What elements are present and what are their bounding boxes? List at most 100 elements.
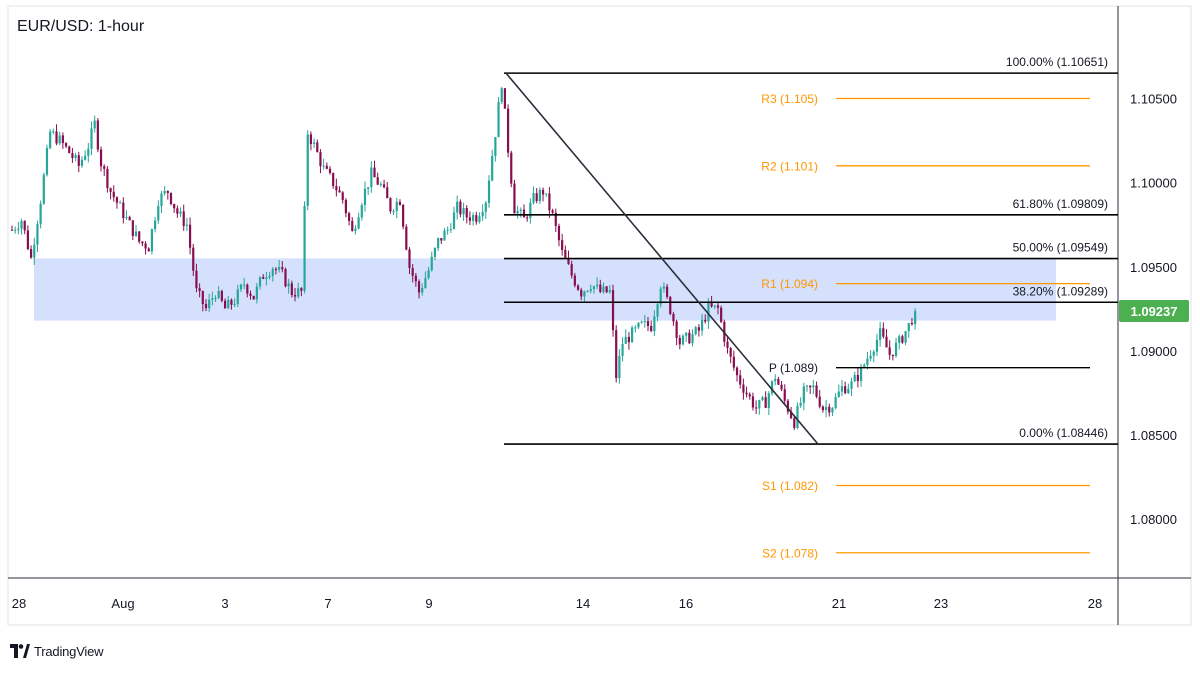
candle-body xyxy=(462,208,465,215)
candle-body xyxy=(87,148,90,156)
chart-title: EUR/USD: 1-hour xyxy=(17,18,145,35)
fib-level-label: 50.00% (1.09549) xyxy=(1013,241,1108,255)
candle-body xyxy=(538,189,541,202)
candle-body xyxy=(322,165,325,167)
pivot-level-label: P (1.089) xyxy=(769,361,818,375)
candle-body xyxy=(33,244,36,258)
candle-body xyxy=(90,128,93,149)
candle-body xyxy=(411,267,414,276)
candle-body xyxy=(227,299,230,309)
candle-body xyxy=(271,268,274,276)
candle-body xyxy=(169,192,173,204)
candle-body xyxy=(230,299,233,305)
candle-body xyxy=(42,174,45,204)
candle-body xyxy=(618,355,621,379)
candle-body xyxy=(475,215,478,222)
candle-body xyxy=(583,291,586,297)
downtrend-line xyxy=(505,72,819,445)
candle-body xyxy=(580,289,583,297)
candle-body xyxy=(914,311,917,325)
candle-body xyxy=(287,283,290,287)
candle-body xyxy=(704,319,707,322)
candle-body xyxy=(351,220,354,231)
candle-body xyxy=(125,216,128,219)
candle-body xyxy=(812,385,815,388)
candle-body xyxy=(707,303,710,322)
candle-body xyxy=(910,323,914,325)
candle-body xyxy=(252,295,255,300)
candle-body xyxy=(417,281,421,293)
candle-body xyxy=(494,137,497,157)
pivot-level-label: S1 (1.082) xyxy=(762,479,818,493)
candle-body xyxy=(519,209,522,211)
candle-body xyxy=(755,407,758,409)
candle-body xyxy=(665,286,669,297)
candle-body xyxy=(904,331,907,343)
candle-body xyxy=(821,406,824,411)
candle-body xyxy=(481,211,484,217)
candle-body xyxy=(319,152,322,167)
candle-body xyxy=(576,285,580,290)
candle-body xyxy=(783,389,786,401)
candle-body xyxy=(93,120,96,129)
candle-body xyxy=(128,216,131,221)
candle-body xyxy=(408,249,411,268)
time-tick-label: 28 xyxy=(1088,596,1102,611)
candle-body xyxy=(300,288,303,291)
candle-body xyxy=(637,322,640,328)
candle-body xyxy=(589,289,592,291)
candle-body xyxy=(29,249,33,258)
candle-body xyxy=(774,378,777,382)
candle-body xyxy=(332,172,335,187)
candle-body xyxy=(818,396,821,407)
candle-body xyxy=(258,277,262,287)
candle-body xyxy=(109,188,112,192)
candle-body xyxy=(764,397,767,408)
levels-layer: 100.00% (1.10651) 61.80% (1.09809) 50.00% … xyxy=(504,55,1118,560)
candle-body xyxy=(745,392,748,395)
candle-body xyxy=(112,191,115,198)
candle-body xyxy=(147,248,150,252)
candle-body xyxy=(796,405,799,428)
supply-zone xyxy=(34,258,1056,321)
candle-body xyxy=(10,229,14,231)
candle-body xyxy=(605,286,608,293)
candle-body xyxy=(726,341,729,349)
candle-body xyxy=(119,202,122,204)
tradingview-brand[interactable]: TradingView xyxy=(10,641,104,661)
candle-body xyxy=(596,284,599,287)
candle-body xyxy=(195,270,198,289)
candle-body xyxy=(55,131,58,144)
candle-body xyxy=(621,343,624,356)
candle-body xyxy=(497,101,500,138)
candle-body xyxy=(720,307,723,322)
candle-body xyxy=(799,402,802,406)
candle-body xyxy=(732,356,735,368)
candle-body xyxy=(659,288,662,305)
candle-body xyxy=(328,168,332,173)
candle-body xyxy=(837,391,840,398)
candle-body xyxy=(662,286,665,289)
candle-body xyxy=(316,142,319,153)
candle-body xyxy=(243,284,246,286)
candle-body xyxy=(685,332,688,336)
candle-body xyxy=(338,190,341,193)
candle-body xyxy=(39,203,42,225)
candle-body xyxy=(176,208,179,214)
candle-body xyxy=(138,231,141,242)
chart-frame xyxy=(7,5,1192,626)
candle-body xyxy=(20,220,23,229)
candle-body xyxy=(341,192,344,200)
time-tick-label: 23 xyxy=(934,596,948,611)
candle-body xyxy=(824,406,828,411)
candle-body xyxy=(653,316,656,332)
candle-body xyxy=(166,190,169,193)
candle-body xyxy=(382,184,386,188)
candle-body xyxy=(468,217,472,221)
candle-body xyxy=(815,385,818,397)
candle-body xyxy=(770,381,774,394)
candle-body xyxy=(567,258,570,265)
candle-body xyxy=(675,321,678,338)
candle-body xyxy=(767,393,770,408)
candle-body xyxy=(249,293,252,296)
